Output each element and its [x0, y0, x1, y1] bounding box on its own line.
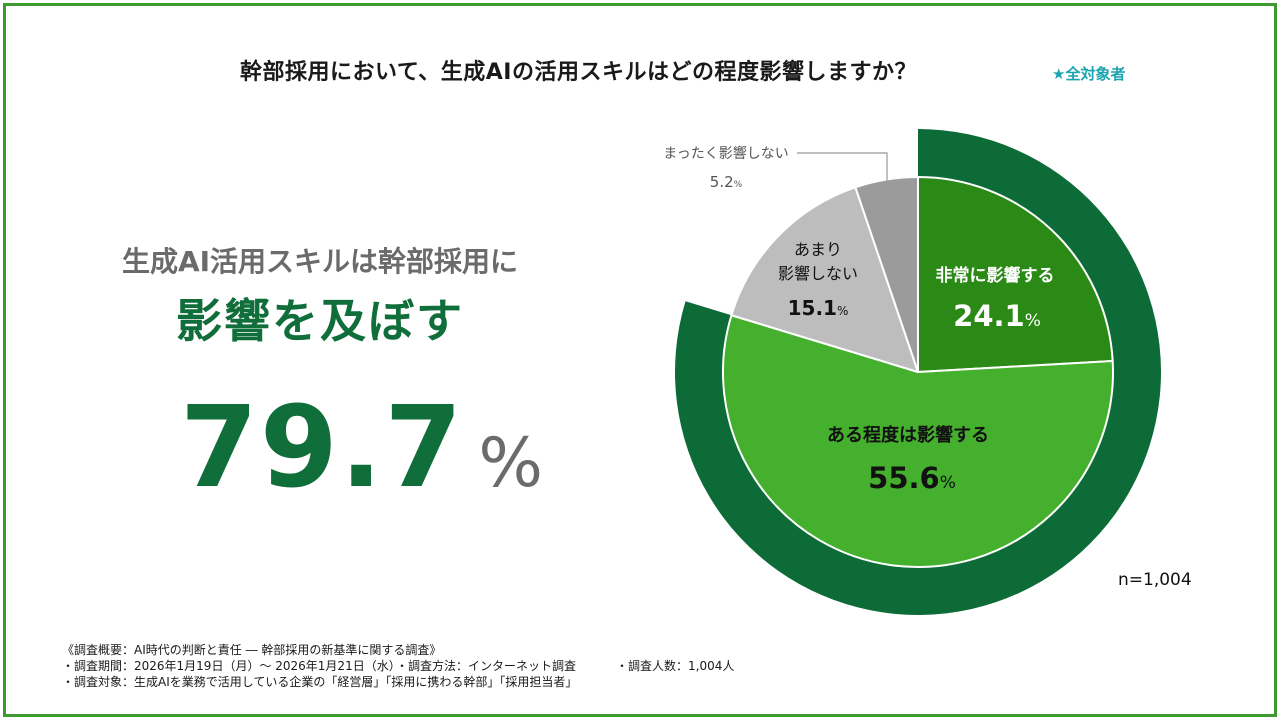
summary-value: 79.7: [180, 383, 465, 513]
chart-title: 幹部採用において、生成AIの活用スキルはどの程度影響しますか？: [240, 60, 917, 85]
footer-subjects: ・調査対象：生成AIを業務で活用している企業の「経営層」「採用に携わる幹部」「採…: [62, 675, 578, 689]
summary-unit: %: [478, 424, 543, 503]
target-label: ★全対象者: [1052, 65, 1126, 83]
footer-respondents: ・調査人数：1,004人: [616, 659, 735, 673]
footer-method: ・調査方法：インターネット調査: [396, 659, 577, 673]
summary-headline: 影響を及ぼす: [176, 294, 464, 348]
leader-line-none: [797, 152, 888, 190]
label-very: 非常に影響する: [936, 265, 1055, 286]
label-none: まったく影響しない: [663, 145, 788, 162]
slice-somewhat: [722, 314, 1115, 568]
summary-value-block: 79.7%: [180, 392, 543, 504]
slice-very: [917, 176, 1114, 373]
slice-none: [854, 176, 919, 373]
survey-footer: 《調査概要：AI時代の判断と責任 ― 幹部採用の新基準に関する調査》 ・調査期間…: [62, 642, 734, 690]
summary-lead: 生成AI活用スキルは幹部採用に: [121, 245, 519, 278]
footer-period: ・調査期間：2026年1月19日（月）〜 2026年1月21日（水）: [62, 659, 401, 673]
footer-line1: 《調査概要：AI時代の判断と責任 ― 幹部採用の新基準に関する調査》: [62, 643, 442, 657]
footer-line2: ・調査期間：2026年1月19日（月）〜 2026年1月21日（水）・調査方法：…: [62, 658, 734, 674]
label-somewhat: ある程度は影響する: [827, 424, 989, 446]
value-none: 5.2%: [710, 173, 743, 191]
sample-size-note: n=1,004: [1118, 570, 1192, 590]
value-somewhat: 55.6%: [868, 461, 956, 495]
slice-little: [730, 186, 919, 373]
label-little: あまり影響しない: [778, 240, 858, 283]
